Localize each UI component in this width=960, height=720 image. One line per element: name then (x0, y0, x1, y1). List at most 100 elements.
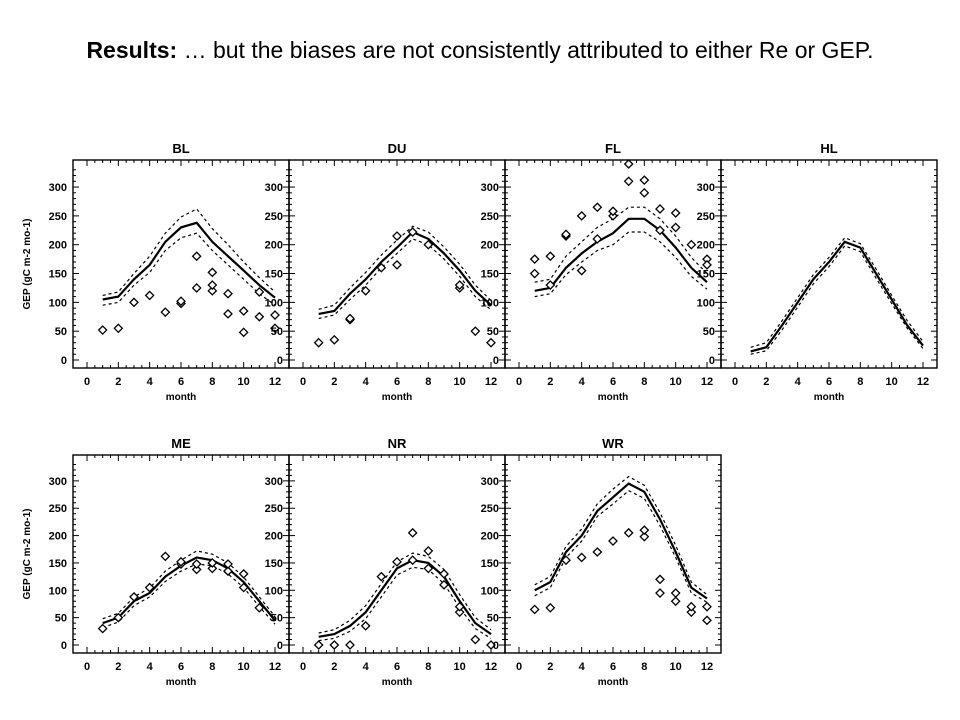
uncertainty-line (534, 231, 708, 298)
panel-title-du: DU (388, 141, 407, 156)
observation-marker (702, 601, 712, 612)
observation-marker (254, 602, 265, 613)
observation-marker (655, 574, 665, 585)
observation-marker (655, 225, 665, 236)
observation-marker (144, 582, 155, 593)
x-axis-label: month (382, 677, 413, 688)
y-tick-label: 250 (481, 503, 499, 515)
observation-marker (423, 239, 434, 250)
observation-marker (608, 206, 618, 217)
observation-marker (313, 640, 324, 650)
x-tick-label: 6 (610, 661, 616, 673)
observation-marker (207, 558, 218, 568)
model-line (750, 240, 924, 353)
uncertainty-line (102, 563, 276, 629)
observation-marker (670, 208, 681, 218)
y-tick-label: 150 (49, 558, 67, 570)
uncertainty-line (318, 552, 492, 634)
x-tick-label: 6 (394, 376, 400, 388)
observation-marker (439, 568, 449, 579)
y-tick-label: 250 (481, 211, 499, 223)
uncertainty-line (102, 550, 276, 620)
observation-marker (470, 326, 481, 337)
x-axis-label: month (814, 392, 845, 403)
x-tick-label: 4 (579, 661, 586, 673)
y-tick-label: 150 (481, 558, 499, 570)
x-tick-label: 4 (363, 376, 370, 388)
x-tick-label: 2 (115, 376, 121, 388)
observation-marker (223, 559, 233, 569)
y-tick-label: 150 (265, 558, 283, 570)
x-tick-label: 10 (454, 376, 466, 388)
observation-marker (129, 591, 139, 602)
x-tick-label: 4 (363, 661, 370, 673)
observation-marker (376, 262, 387, 273)
observation-marker (639, 525, 650, 536)
model-line (534, 217, 708, 292)
x-tick-label: 8 (425, 661, 431, 673)
observation-marker (160, 307, 171, 318)
observation-marker (254, 287, 265, 297)
slide-title-rest: … but the biases are not consistently at… (177, 37, 874, 63)
x-tick-label: 10 (670, 661, 682, 673)
observation-marker (345, 313, 355, 324)
y-tick-label: 200 (265, 240, 283, 252)
observation-marker (313, 337, 324, 348)
observation-marker (576, 265, 587, 276)
y-tick-label: 250 (49, 503, 67, 515)
x-tick-label: 6 (178, 661, 184, 673)
observation-marker (207, 285, 218, 296)
y-tick-label: 50 (487, 326, 499, 338)
uncertainty-line (534, 475, 708, 596)
x-tick-label: 2 (547, 376, 553, 388)
observation-marker (486, 337, 496, 348)
x-tick-label: 0 (516, 376, 522, 388)
y-tick-label: 0 (277, 640, 283, 652)
observation-marker (529, 268, 540, 279)
observation-marker (529, 254, 540, 265)
model-line (102, 556, 276, 625)
observation-marker (454, 601, 465, 612)
observation-marker (113, 323, 124, 334)
observation-marker (592, 547, 603, 557)
observation-marker (329, 334, 340, 345)
observation-marker (702, 259, 712, 270)
panel-title-me: ME (171, 436, 191, 451)
x-tick-label: 0 (84, 661, 90, 673)
uncertainty-line (102, 208, 276, 296)
observation-marker (454, 607, 465, 618)
observation-marker (360, 285, 371, 296)
x-tick-label: 10 (454, 661, 466, 673)
y-axis-label: GEP (gC m-2 mo-1) (22, 219, 33, 310)
y-tick-label: 50 (703, 326, 715, 338)
observation-marker (176, 296, 186, 307)
panel-title-fl: FL (605, 141, 621, 156)
model-line (102, 221, 276, 301)
x-tick-label: 10 (670, 376, 682, 388)
y-tick-label: 250 (49, 211, 67, 223)
y-tick-label: 250 (265, 211, 283, 223)
x-tick-label: 2 (331, 376, 337, 388)
y-tick-label: 50 (487, 613, 499, 625)
x-tick-label: 4 (579, 376, 586, 388)
observation-marker (407, 555, 418, 566)
chart-panel-nr: 0 50 100 150 200 250 300 0 2 4 6 8 10 12 month NR (265, 436, 506, 688)
y-tick-label: 300 (481, 182, 499, 194)
observation-marker (207, 280, 218, 290)
observation-marker (545, 602, 556, 613)
y-tick-label: 200 (481, 531, 499, 543)
plot-frame (720, 159, 938, 369)
y-tick-label: 100 (49, 297, 67, 309)
x-tick-label: 2 (547, 661, 553, 673)
y-tick-label: 100 (49, 585, 67, 597)
x-tick-label: 12 (269, 661, 281, 673)
observation-marker (623, 159, 634, 169)
observation-marker (407, 527, 418, 538)
observation-marker (223, 566, 233, 577)
chart-panel-hl: 0 50 100 150 200 250 300 0 2 4 6 8 10 12 month HL (697, 141, 938, 403)
observation-marker (670, 222, 681, 233)
observation-marker (454, 280, 465, 290)
x-tick-label: 2 (331, 661, 337, 673)
x-tick-label: 2 (115, 661, 121, 673)
